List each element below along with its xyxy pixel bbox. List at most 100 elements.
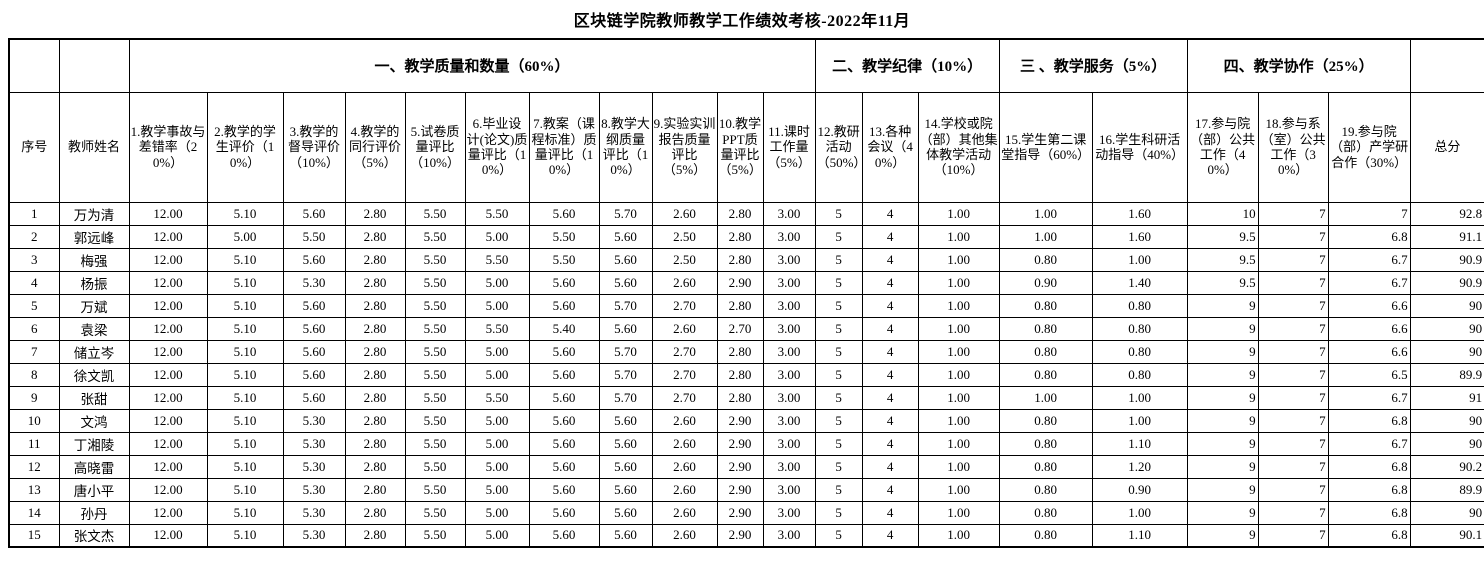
cell-score-14: 1.00	[917, 224, 1000, 249]
table-row: 9 张甜 12.00 5.10 5.60 2.80 5.50 5.50 5.60 5.70 2.70…	[8, 385, 1484, 410]
cell-score-11: 3.00	[762, 362, 816, 387]
cell-score-15: 0.80	[998, 408, 1093, 433]
cell-score-17: 9.5	[1186, 270, 1259, 295]
cell-score-12: 5	[814, 224, 863, 249]
column-header-index: 序号	[8, 91, 60, 203]
cell-score-19: 6.8	[1327, 224, 1411, 249]
cell-score-10: 2.80	[716, 201, 764, 226]
performance-table: 一、教学质量和数量（60%） 二、教学纪律（10%） 三 、教学服务（5%） 四…	[8, 38, 1484, 548]
cell-score-12: 5	[814, 247, 863, 272]
cell-score-12: 5	[814, 201, 863, 226]
table-row: 14 孙丹 12.00 5.10 5.30 2.80 5.50 5.00 5.60 5.60 2.6…	[8, 500, 1484, 525]
cell-score-13: 4	[861, 316, 919, 341]
cell-row-number: 2	[8, 224, 60, 249]
cell-score-8: 5.60	[598, 477, 653, 502]
cell-score-13: 4	[861, 385, 919, 410]
cell-score-12: 5	[814, 454, 863, 479]
cell-score-2: 5.00	[206, 224, 284, 249]
cell-score-3: 5.60	[282, 385, 346, 410]
cell-score-10: 2.90	[716, 454, 764, 479]
cell-score-3: 5.60	[282, 247, 346, 272]
cell-score-1: 12.00	[128, 270, 208, 295]
cell-score-10: 2.90	[716, 431, 764, 456]
column-header-criterion-2: 2.教学的学生评价（10%）	[206, 91, 284, 203]
cell-score-5: 5.50	[404, 477, 466, 502]
column-header-criterion-5: 5.试卷质量评比（10%）	[404, 91, 466, 203]
cell-score-9: 2.60	[651, 201, 718, 226]
cell-score-14: 1.00	[917, 454, 1000, 479]
cell-score-9: 2.60	[651, 431, 718, 456]
cell-score-11: 3.00	[762, 477, 816, 502]
cell-score-13: 4	[861, 523, 919, 548]
cell-score-16: 1.00	[1091, 385, 1188, 410]
cell-score-1: 12.00	[128, 362, 208, 387]
cell-score-15: 1.00	[998, 385, 1093, 410]
cell-score-12: 5	[814, 431, 863, 456]
cell-score-18: 7	[1257, 477, 1329, 502]
cell-score-12: 5	[814, 293, 863, 318]
cell-score-2: 5.10	[206, 523, 284, 548]
cell-score-15: 0.90	[998, 270, 1093, 295]
cell-score-3: 5.60	[282, 316, 346, 341]
cell-teacher-name: 徐文凯	[58, 362, 130, 387]
cell-score-7: 5.50	[528, 247, 600, 272]
cell-score-5: 5.50	[404, 224, 466, 249]
cell-score-14: 1.00	[917, 339, 1000, 364]
cell-score-16: 1.40	[1091, 270, 1188, 295]
cell-score-12: 5	[814, 523, 863, 548]
cell-score-10: 2.90	[716, 270, 764, 295]
cell-score-4: 2.80	[344, 293, 406, 318]
table-row: 10 文鸿 12.00 5.10 5.30 2.80 5.50 5.00 5.60 5.60 2.6…	[8, 408, 1484, 433]
cell-score-17: 10	[1186, 201, 1259, 226]
cell-total-score: 92.8	[1409, 201, 1484, 226]
table-row: 5 万斌 12.00 5.10 5.60 2.80 5.50 5.00 5.60 5.70 2.70…	[8, 293, 1484, 318]
cell-score-2: 5.10	[206, 339, 284, 364]
cell-score-2: 5.10	[206, 454, 284, 479]
cell-score-12: 5	[814, 477, 863, 502]
cell-score-3: 5.30	[282, 270, 346, 295]
table-row: 8 徐文凯 12.00 5.10 5.60 2.80 5.50 5.00 5.60 5.70 2.7…	[8, 362, 1484, 387]
cell-score-12: 5	[814, 316, 863, 341]
cell-score-17: 9	[1186, 385, 1259, 410]
cell-total-score: 90.9	[1409, 270, 1484, 295]
cell-score-15: 0.80	[998, 247, 1093, 272]
cell-score-2: 5.10	[206, 316, 284, 341]
cell-score-8: 5.60	[598, 408, 653, 433]
cell-row-number: 4	[8, 270, 60, 295]
cell-score-19: 6.8	[1327, 454, 1411, 479]
cell-score-7: 5.60	[528, 431, 600, 456]
cell-score-14: 1.00	[917, 477, 1000, 502]
cell-score-17: 9	[1186, 339, 1259, 364]
cell-score-16: 0.80	[1091, 339, 1188, 364]
corner-empty-total	[1409, 38, 1484, 93]
cell-score-14: 1.00	[917, 408, 1000, 433]
cell-row-number: 8	[8, 362, 60, 387]
cell-score-13: 4	[861, 362, 919, 387]
group-header-teaching-collaboration: 四、教学协作（25%）	[1186, 38, 1411, 93]
cell-score-6: 5.00	[464, 362, 530, 387]
cell-score-13: 4	[861, 431, 919, 456]
cell-score-16: 1.10	[1091, 523, 1188, 548]
cell-score-13: 4	[861, 201, 919, 226]
cell-score-7: 5.60	[528, 408, 600, 433]
cell-score-10: 2.70	[716, 316, 764, 341]
cell-score-3: 5.30	[282, 500, 346, 525]
cell-score-3: 5.60	[282, 339, 346, 364]
cell-score-9: 2.70	[651, 293, 718, 318]
cell-score-11: 3.00	[762, 454, 816, 479]
cell-score-3: 5.30	[282, 454, 346, 479]
cell-score-3: 5.60	[282, 201, 346, 226]
column-header-criterion-6: 6.毕业设计(论文)质量评比（10%）	[464, 91, 530, 203]
cell-score-2: 5.10	[206, 201, 284, 226]
cell-score-17: 9	[1186, 500, 1259, 525]
cell-row-number: 12	[8, 454, 60, 479]
cell-total-score: 90	[1409, 408, 1484, 433]
cell-score-9: 2.60	[651, 454, 718, 479]
cell-score-13: 4	[861, 247, 919, 272]
cell-score-9: 2.60	[651, 500, 718, 525]
cell-score-16: 1.00	[1091, 408, 1188, 433]
cell-score-16: 1.00	[1091, 247, 1188, 272]
cell-row-number: 1	[8, 201, 60, 226]
cell-score-17: 9	[1186, 362, 1259, 387]
cell-score-15: 1.00	[998, 224, 1093, 249]
